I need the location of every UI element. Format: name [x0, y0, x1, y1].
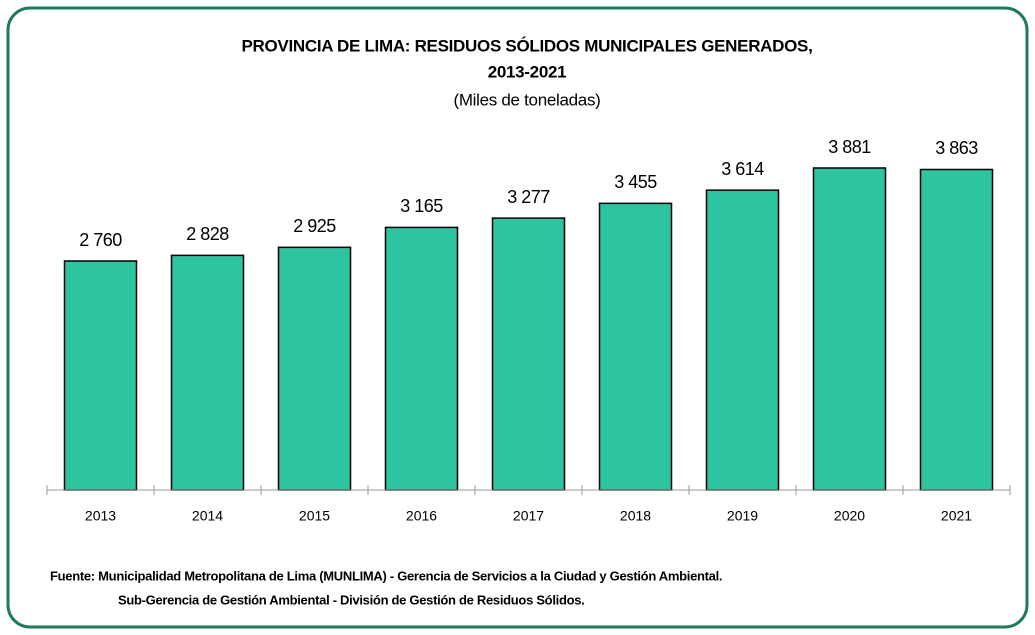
- x-tick-label: 2014: [192, 508, 223, 524]
- data-label: 2 925: [293, 216, 336, 236]
- chart-title: PROVINCIA DE LIMA: RESIDUOS SÓLIDOS MUNI…: [241, 36, 812, 55]
- bar: [170, 254, 245, 491]
- x-tick-label: 2020: [834, 508, 865, 524]
- data-label: 3 614: [721, 159, 764, 179]
- x-tick-label: 2017: [513, 508, 544, 524]
- data-label: 3 455: [614, 172, 657, 192]
- bar: [598, 202, 673, 491]
- x-tick-label: 2013: [85, 508, 116, 524]
- bar: [919, 168, 994, 491]
- data-label: 2 760: [79, 230, 122, 250]
- data-label: 2 828: [186, 224, 229, 244]
- chart-title: 2013-2021: [488, 62, 567, 81]
- x-tick-label: 2018: [620, 508, 651, 524]
- x-tick-label: 2021: [941, 508, 972, 524]
- x-tick-label: 2016: [406, 508, 437, 524]
- data-label: 3 165: [400, 196, 443, 216]
- data-label: 3 863: [935, 138, 978, 158]
- bar: [491, 217, 566, 491]
- bar: [277, 246, 352, 491]
- chart-subtitle: (Miles de toneladas): [453, 90, 600, 109]
- data-label: 3 277: [507, 187, 550, 207]
- source: Fuente: Municipalidad Metropolitana de L…: [50, 568, 722, 583]
- bar: [812, 167, 887, 491]
- x-tick-label: 2015: [299, 508, 330, 524]
- data-label: 3 881: [828, 137, 871, 157]
- bar: [63, 260, 138, 491]
- source: Sub-Gerencia de Gestión Ambiental - Divi…: [118, 592, 584, 607]
- bar: [705, 189, 780, 491]
- x-tick-label: 2019: [727, 508, 758, 524]
- bar: [384, 226, 459, 491]
